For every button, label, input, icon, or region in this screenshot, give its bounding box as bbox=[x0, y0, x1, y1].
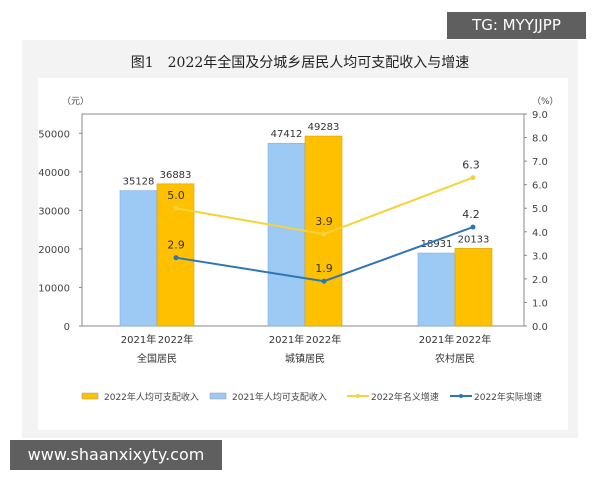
bar-2021 bbox=[417, 252, 456, 327]
y2-tick-label: 6.0 bbox=[532, 181, 548, 192]
legend-label: 2022年实际增速 bbox=[474, 391, 542, 403]
bar-value-label: 18931 bbox=[421, 239, 453, 250]
chart-title: 图1 2022年全国及分城乡居民人均可支配收入与增速 bbox=[130, 55, 470, 71]
bar-year-label: 2022年 bbox=[306, 333, 341, 346]
bar-2022 bbox=[454, 248, 493, 327]
line-value-label: 5.0 bbox=[167, 189, 185, 202]
bar-value-label: 47412 bbox=[271, 129, 303, 140]
y2-axis-unit: （%） bbox=[532, 96, 559, 107]
y2-tick-label: 9.0 bbox=[532, 110, 548, 121]
legend-label: 2022年人均可支配收入 bbox=[104, 391, 199, 403]
line-point bbox=[470, 175, 476, 181]
legend-label: 2022年名义增速 bbox=[371, 391, 439, 403]
bar-year-label: 2021年 bbox=[269, 333, 304, 346]
category-label: 城镇居民 bbox=[285, 352, 325, 365]
y2-tick-label: 5.0 bbox=[532, 204, 548, 215]
legend-label: 2021年人均可支配收入 bbox=[232, 391, 327, 403]
bar-year-label: 2021年 bbox=[121, 333, 156, 346]
y2-tick-label: 2.0 bbox=[532, 275, 548, 286]
line-point bbox=[321, 278, 327, 284]
y-axis-unit: （元） bbox=[62, 96, 89, 107]
y-tick-label: 50000 bbox=[38, 129, 70, 140]
line-value-label: 6.3 bbox=[462, 159, 480, 172]
line-point bbox=[173, 255, 179, 261]
line-point bbox=[173, 205, 179, 211]
bar-value-label: 36883 bbox=[160, 170, 192, 181]
y-tick-label: 40000 bbox=[38, 168, 70, 179]
bar-year-label: 2022年 bbox=[158, 333, 193, 346]
y-tick-label: 10000 bbox=[38, 283, 70, 294]
line-value-label: 4.2 bbox=[462, 208, 480, 221]
legend-swatch bbox=[209, 392, 227, 400]
y-tick-label: 30000 bbox=[38, 206, 70, 217]
legend-swatch bbox=[81, 392, 99, 400]
y-tick-label: 20000 bbox=[38, 245, 70, 256]
y2-tick-label: 4.0 bbox=[532, 228, 548, 239]
y2-tick-label: 0.0 bbox=[532, 322, 548, 333]
y2-tick-label: 1.0 bbox=[532, 298, 548, 309]
bar-2021 bbox=[267, 142, 306, 327]
bar-2021 bbox=[119, 190, 158, 327]
line-value-label: 3.9 bbox=[315, 215, 333, 228]
watermark-bottom: www.shaanxixyty.com bbox=[10, 440, 222, 470]
legend-marker bbox=[459, 394, 463, 398]
legend-marker bbox=[356, 394, 360, 398]
line-value-label: 1.9 bbox=[315, 262, 333, 275]
line-point bbox=[321, 231, 327, 237]
y2-tick-label: 3.0 bbox=[532, 251, 548, 262]
line-point bbox=[470, 224, 476, 230]
bar-year-label: 2021年 bbox=[419, 333, 454, 346]
category-label: 全国居民 bbox=[137, 352, 177, 365]
bar-value-label: 49283 bbox=[308, 122, 340, 133]
y2-tick-label: 8.0 bbox=[532, 134, 548, 145]
y-tick-label: 0 bbox=[64, 322, 70, 333]
bar-2022 bbox=[156, 183, 195, 327]
bar-year-label: 2022年 bbox=[456, 333, 491, 346]
bar-value-label: 20133 bbox=[458, 234, 490, 245]
y2-tick-label: 7.0 bbox=[532, 157, 548, 168]
bar-value-label: 35128 bbox=[123, 177, 155, 188]
category-label: 农村居民 bbox=[435, 352, 475, 365]
line-value-label: 2.9 bbox=[167, 239, 185, 252]
watermark-top: TG: MYYJJPP bbox=[447, 12, 586, 39]
